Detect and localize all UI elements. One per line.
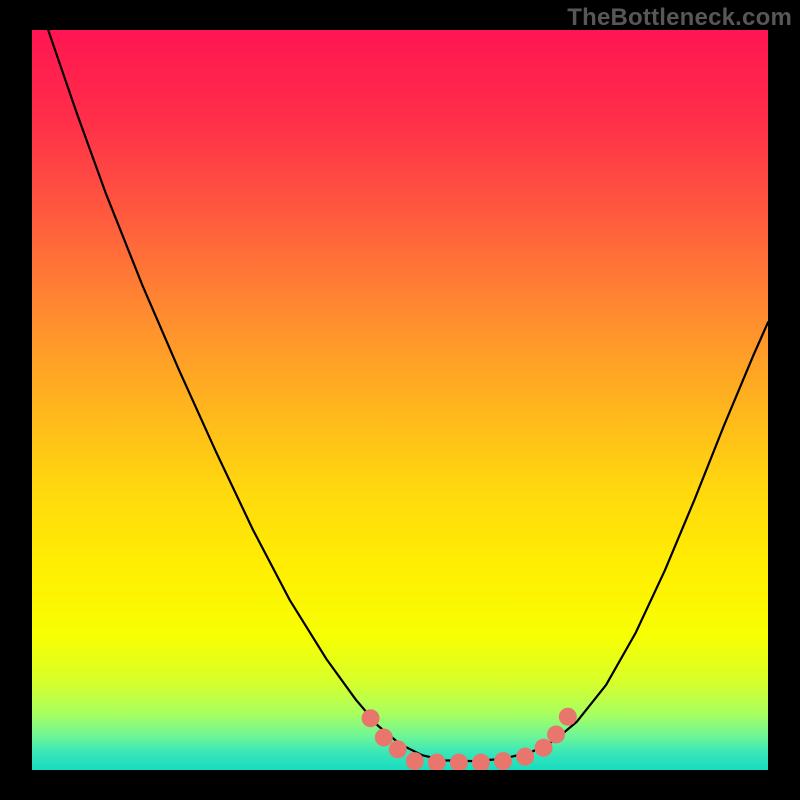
curve-marker	[362, 709, 380, 727]
chart-overlay	[32, 30, 768, 770]
curve-marker	[450, 754, 468, 770]
curve-marker	[516, 748, 534, 766]
curve-marker	[494, 752, 512, 770]
curve-marker	[375, 728, 393, 746]
curve-marker	[472, 754, 490, 770]
curve-marker	[389, 740, 407, 758]
bottleneck-curve	[48, 30, 768, 761]
watermark-text: TheBottleneck.com	[567, 4, 792, 32]
plot-area	[32, 30, 768, 770]
curve-marker	[535, 739, 553, 757]
curve-marker	[406, 752, 424, 770]
curve-marker	[559, 708, 577, 726]
chart-canvas: TheBottleneck.com	[0, 0, 800, 800]
curve-marker	[547, 725, 565, 743]
